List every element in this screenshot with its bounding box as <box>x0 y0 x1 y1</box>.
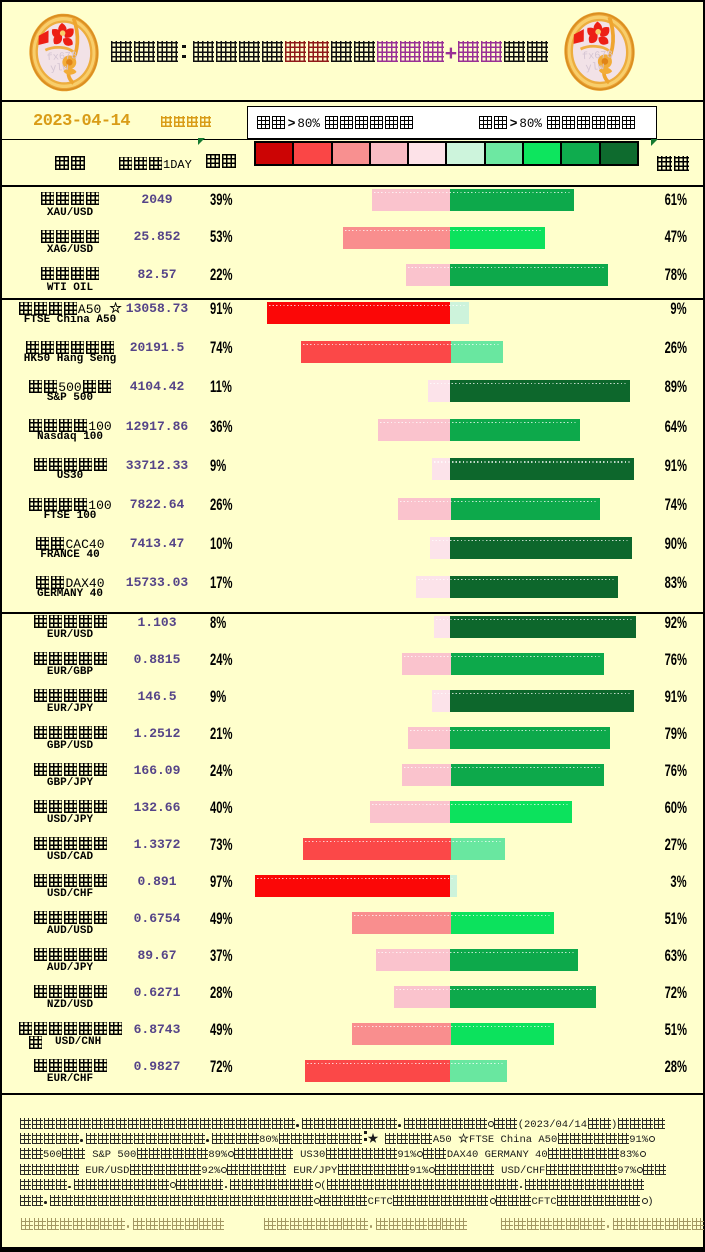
svg-text:fx678: fx678 <box>582 49 614 63</box>
svg-text:ylw: ylw <box>585 61 605 74</box>
svg-text:fx678: fx678 <box>46 50 77 64</box>
svg-text:ylw: ylw <box>50 62 69 75</box>
